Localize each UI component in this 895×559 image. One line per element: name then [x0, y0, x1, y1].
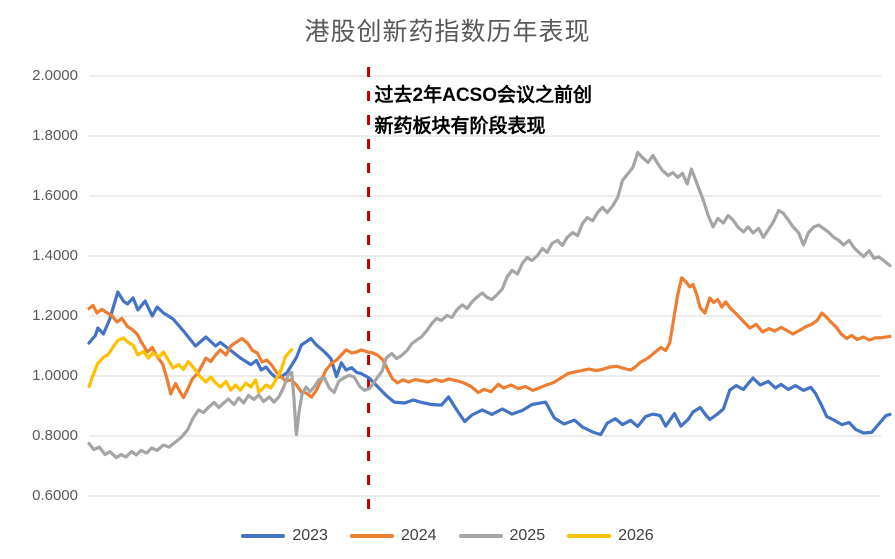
legend-item-2024[interactable]: 2024 — [349, 527, 437, 545]
legend-swatch-2023 — [241, 534, 286, 538]
legend-swatch-2025 — [458, 534, 503, 538]
legend: 2023 2024 2025 2026 — [0, 527, 895, 545]
y-axis-tick-label: 1.8000 — [32, 127, 78, 144]
legend-label-2023: 2023 — [292, 527, 328, 544]
series-line-2023 — [87, 290, 892, 437]
y-axis-tick-label: 0.8000 — [32, 427, 78, 444]
series-line-2026 — [87, 336, 294, 394]
legend-swatch-2024 — [349, 534, 394, 538]
y-axis-tick-label: 2.0000 — [32, 67, 78, 84]
legend-item-2025[interactable]: 2025 — [458, 527, 546, 545]
legend-item-2026[interactable]: 2026 — [567, 527, 654, 545]
annotation-line-2: 新药板块有阶段表现 — [374, 116, 546, 137]
legend-item-2023[interactable]: 2023 — [241, 527, 328, 545]
y-axis-tick-label: 1.6000 — [32, 187, 78, 204]
legend-label-2025: 2025 — [509, 527, 546, 544]
series-line-2025 — [87, 150, 892, 460]
series-line-2024 — [87, 276, 892, 400]
y-axis-tick-label: 1.0000 — [32, 367, 78, 384]
vline-annotation: 过去2年ACSO会议之前创 新药板块有阶段表现 — [375, 80, 592, 142]
legend-label-2024: 2024 — [400, 527, 437, 544]
annotation-line-1: 过去2年ACSO会议之前创 — [374, 85, 593, 106]
legend-label-2026: 2026 — [618, 527, 654, 544]
y-axis-tick-label: 1.4000 — [32, 247, 78, 264]
legend-swatch-2026 — [567, 534, 612, 538]
y-axis-tick-label: 0.6000 — [32, 487, 78, 504]
chart-title: 港股创新药指数历年表现 — [304, 18, 591, 46]
y-axis-tick-label: 1.2000 — [32, 307, 78, 324]
